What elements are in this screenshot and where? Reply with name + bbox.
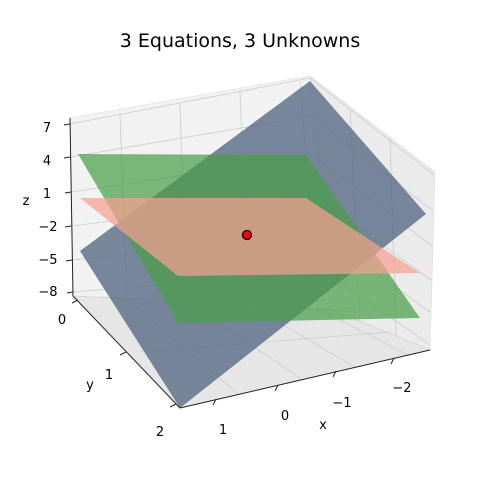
x-axis-label: x (319, 418, 327, 433)
x-axis-line (179, 349, 431, 409)
z-tick-label: 1 (43, 187, 51, 202)
z-axis-line (69, 117, 74, 297)
chart-title: 3 Equations, 3 Unknowns (120, 30, 360, 52)
tick-mark (64, 191, 72, 194)
solution-point (241, 229, 253, 241)
y-tick-label: 0 (58, 313, 66, 328)
tick-mark (71, 299, 79, 304)
x-tick-label: 0 (281, 409, 289, 424)
tick-mark (65, 259, 73, 262)
tick-mark (332, 370, 337, 378)
tick-mark (119, 351, 127, 356)
y-tick-label: 2 (156, 425, 164, 440)
axis-lines (69, 117, 431, 409)
x-tick-label: −2 (392, 381, 411, 396)
y-tick-label: 1 (105, 368, 113, 383)
tick-mark (64, 225, 72, 228)
tick-mark (66, 291, 74, 294)
x-tick-label: 1 (219, 423, 227, 438)
tick-mark (390, 357, 395, 365)
tick-mark (63, 156, 71, 159)
z-tick-label: −2 (38, 220, 57, 235)
tick-labels: 7 4 1 −2 −5 −8 0 1 2 1 0 −1 −2 (38, 121, 411, 440)
tick-mark (63, 123, 71, 126)
tick-mark (212, 398, 217, 406)
z-tick-label: −5 (38, 253, 57, 268)
x-tick-label: −1 (332, 396, 351, 411)
z-axis-label: z (23, 194, 30, 209)
tick-mark (274, 384, 279, 392)
y-axis-line (72, 295, 181, 409)
z-tick-label: −8 (38, 285, 57, 300)
tick-mark (169, 403, 177, 408)
tick-marks (63, 123, 395, 408)
y-axis-label: y (86, 378, 94, 393)
z-tick-label: 7 (43, 121, 51, 136)
z-tick-label: 4 (43, 154, 51, 169)
